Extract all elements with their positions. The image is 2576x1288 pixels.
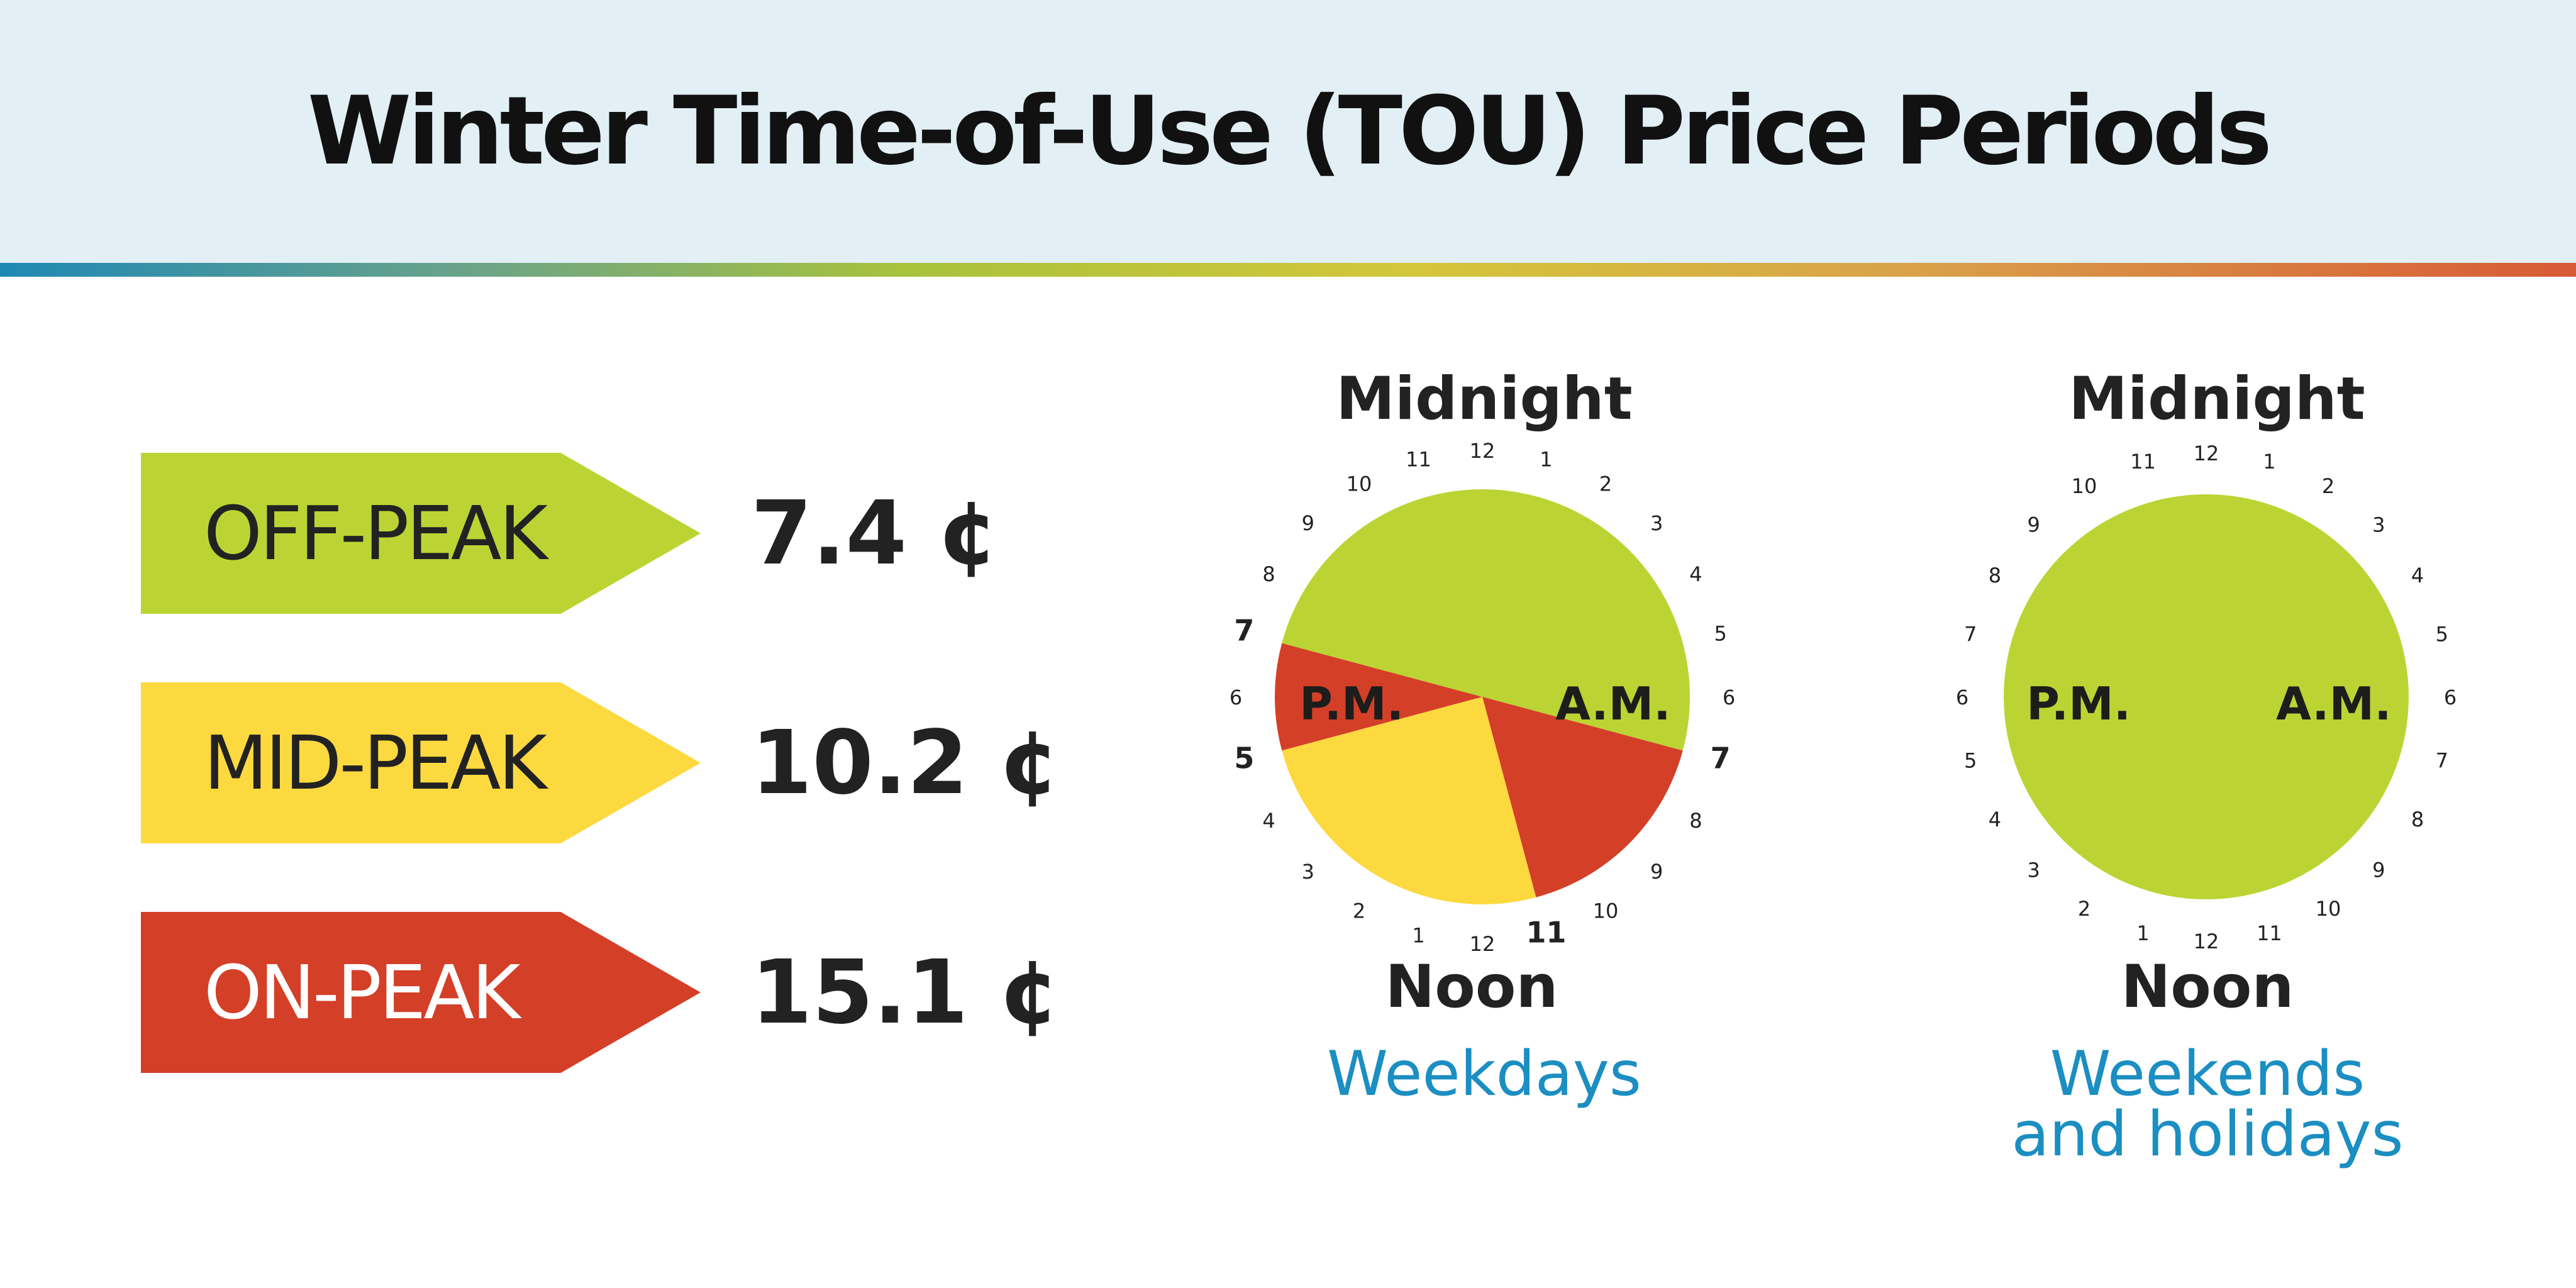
weekend-pm-hour-9: 9	[2027, 513, 2040, 537]
weekday-am-hour-3: 3	[1650, 511, 1663, 535]
weekday-pm-label: P.M.	[1299, 677, 1404, 730]
mid-peak-price: 10.2 ¢	[751, 711, 1060, 814]
weekday-midnight-label: Midnight	[1336, 365, 1633, 433]
weekday-pm-hour-2: 2	[1353, 899, 1365, 923]
weekday-pm-hour-9: 9	[1302, 511, 1314, 535]
page-title: Winter Time-of-Use (TOU) Price Periods	[307, 77, 2272, 186]
on-peak-price: 15.1 ¢	[751, 941, 1060, 1044]
weekend-pm-hour-4: 4	[1989, 808, 2001, 831]
weekend-am-hour-6: 6	[2444, 686, 2457, 709]
weekday-am-hour-1: 1	[1540, 447, 1552, 471]
weekday-am-hour-9: 9	[1650, 860, 1663, 884]
weekday-am-hour-4: 4	[1689, 562, 1702, 586]
weekend-am-hour-7: 7	[2436, 748, 2448, 772]
weekend-am-hour-2: 2	[2322, 474, 2334, 498]
weekday-period-on-peak-3	[1275, 643, 1482, 751]
weekend-am-hour-9: 9	[2372, 858, 2385, 882]
weekend-am-hour-4: 4	[2411, 564, 2424, 587]
rate-row-on-peak: ON-PEAK 15.1 ¢	[141, 912, 1060, 1073]
weekend-pm-hour-2: 2	[2078, 897, 2090, 921]
weekday-pm-hour-1: 1	[1412, 924, 1424, 948]
weekday-am-hour-5: 5	[1714, 622, 1726, 646]
mid-peak-label: MID-PEAK	[204, 719, 547, 806]
weekday-period-off-peak-4	[1282, 489, 1482, 697]
weekend-pm-hour-3: 3	[2027, 858, 2040, 882]
weekday-pm-hour-5: 5	[1234, 741, 1254, 775]
weekday-am-hour-6: 6	[1723, 686, 1735, 709]
weekday-pm-hour-8: 8	[1262, 562, 1275, 586]
title-banner: Winter Time-of-Use (TOU) Price Periods	[0, 0, 2576, 263]
off-peak-arrow: OFF-PEAK	[141, 453, 701, 614]
weekday-period-on-peak-1	[1482, 697, 1683, 897]
weekend-am-hour-3: 3	[2372, 513, 2385, 537]
weekend-am-hour-1: 1	[2263, 450, 2275, 474]
weekday-am-hour-11: 11	[1526, 916, 1566, 950]
on-peak-label: ON-PEAK	[204, 949, 521, 1036]
weekday-pm-hour-4: 4	[1262, 809, 1275, 833]
weekend-period-off-peak-0	[2004, 494, 2409, 899]
weekend-noon-label: Noon	[2121, 953, 2294, 1021]
weekday-period-off-peak-0	[1482, 489, 1690, 751]
weekend-midnight-label: Midnight	[2068, 365, 2365, 433]
weekend-pm-hour-8: 8	[1989, 564, 2001, 587]
rate-row-off-peak: OFF-PEAK 7.4 ¢	[141, 453, 1021, 614]
weekend-pm-hour-10: 10	[2072, 474, 2097, 498]
weekday-am-hour-10: 10	[1593, 899, 1619, 923]
weekend-pm-hour-6: 6	[1956, 686, 1968, 709]
weekday-am-label: A.M.	[1555, 677, 1670, 730]
weekday-pm-hour-12: 12	[1470, 932, 1496, 956]
weekend-am-label: A.M.	[2276, 677, 2391, 730]
weekday-am-hour-8: 8	[1689, 809, 1702, 833]
weekend-pm-label: P.M.	[2026, 677, 2131, 730]
weekend-pm-hour-12: 12	[2194, 930, 2219, 953]
weekday-am-hour-12: 12	[1470, 439, 1496, 463]
weekday-noon-label: Noon	[1385, 953, 1558, 1021]
weekend-am-hour-12: 12	[2194, 441, 2219, 465]
weekend-am-hour-10: 10	[2316, 897, 2341, 921]
weekend-pm-hour-11: 11	[2130, 450, 2156, 474]
weekday-am-hour-7: 7	[1711, 741, 1731, 775]
weekend-caption-line-2: and holidays	[2011, 1099, 2404, 1170]
weekend-pm-hour-5: 5	[1964, 748, 1977, 772]
off-peak-price: 7.4 ¢	[751, 482, 999, 585]
weekday-pm-hour-10: 10	[1346, 472, 1372, 496]
weekend-am-hour-8: 8	[2411, 808, 2424, 831]
weekday-am-hour-2: 2	[1599, 472, 1612, 496]
off-peak-label: OFF-PEAK	[204, 490, 548, 577]
weekend-caption-line-1: Weekends	[2050, 1038, 2365, 1110]
rate-row-mid-peak: MID-PEAK 10.2 ¢	[141, 682, 1060, 843]
weekend-am-hour-5: 5	[2436, 623, 2448, 647]
weekday-pm-hour-11: 11	[1406, 447, 1431, 471]
weekday-pm-hour-3: 3	[1302, 860, 1314, 884]
weekend-pm-hour-7: 7	[1964, 623, 1977, 647]
weekday-caption: Weekdays	[1327, 1038, 1641, 1110]
weekday-period-mid-peak-2	[1282, 697, 1536, 904]
weekday-pm-hour-7: 7	[1234, 614, 1254, 648]
weekday-pm-hour-6: 6	[1230, 686, 1242, 709]
weekend-am-hour-11: 11	[2257, 921, 2282, 945]
weekend-pm-hour-1: 1	[2136, 921, 2149, 945]
gradient-divider	[0, 263, 2576, 277]
